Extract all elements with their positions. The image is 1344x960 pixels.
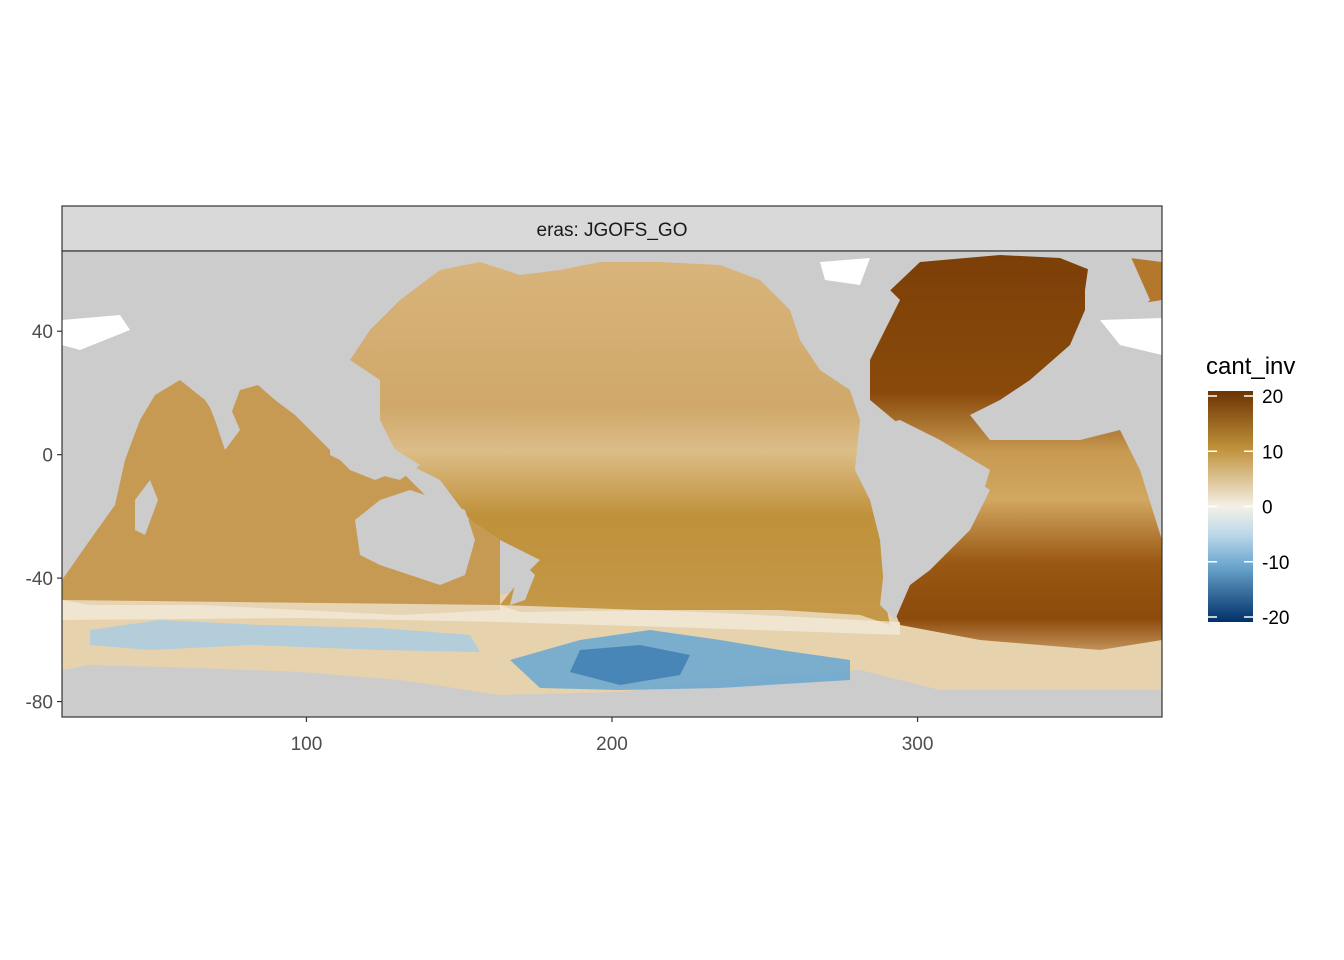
land-india — [205, 395, 240, 450]
y-axis: 40 0 -40 -80 — [26, 322, 62, 714]
pacific-ocean-region — [350, 262, 890, 625]
missing-data-arctic-west — [62, 315, 130, 350]
facet-strip-label: eras: JGOFS_GO — [537, 220, 688, 241]
atlantic-ocean-region — [870, 255, 1162, 650]
map-panel — [62, 251, 1162, 717]
x-axis: 100 200 300 — [291, 717, 934, 755]
land-australia — [355, 490, 475, 585]
missing-data-hudson — [820, 258, 870, 285]
x-tick-label: 200 — [596, 734, 628, 755]
facet-strip: eras: JGOFS_GO — [61, 205, 1163, 252]
land-madagascar — [135, 480, 158, 535]
facet-strip-background — [61, 205, 1163, 252]
cant-near-zero-band — [62, 600, 900, 635]
y-tick-label: -40 — [26, 569, 53, 590]
land-new-zealand — [510, 560, 535, 605]
legend-label: 10 — [1262, 442, 1283, 463]
land-south-america — [860, 420, 990, 620]
legend-label: -10 — [1262, 553, 1289, 574]
legend-label: -20 — [1262, 608, 1289, 629]
legend-title: cant_inv — [1206, 353, 1295, 380]
cant-negative-indian-sector — [90, 620, 480, 652]
cant-negative-core — [570, 645, 690, 685]
land-africa — [62, 380, 140, 580]
land-north-america-east — [810, 280, 900, 370]
y-tick-label: 40 — [32, 322, 53, 343]
legend-label: 20 — [1262, 387, 1283, 408]
land-indonesia — [330, 430, 420, 480]
y-tick-label: -80 — [26, 693, 53, 714]
legend: cant_inv 20 10 0 -10 -20 — [1206, 353, 1295, 629]
x-tick-label: 100 — [291, 734, 323, 755]
legend-ticks: 20 10 0 -10 -20 — [1208, 387, 1289, 629]
missing-data-arctic-east — [1100, 318, 1162, 355]
land-greenland — [1085, 255, 1150, 330]
legend-label: 0 — [1262, 498, 1273, 519]
y-tick-label: 0 — [42, 446, 53, 467]
x-tick-label: 300 — [902, 734, 934, 755]
